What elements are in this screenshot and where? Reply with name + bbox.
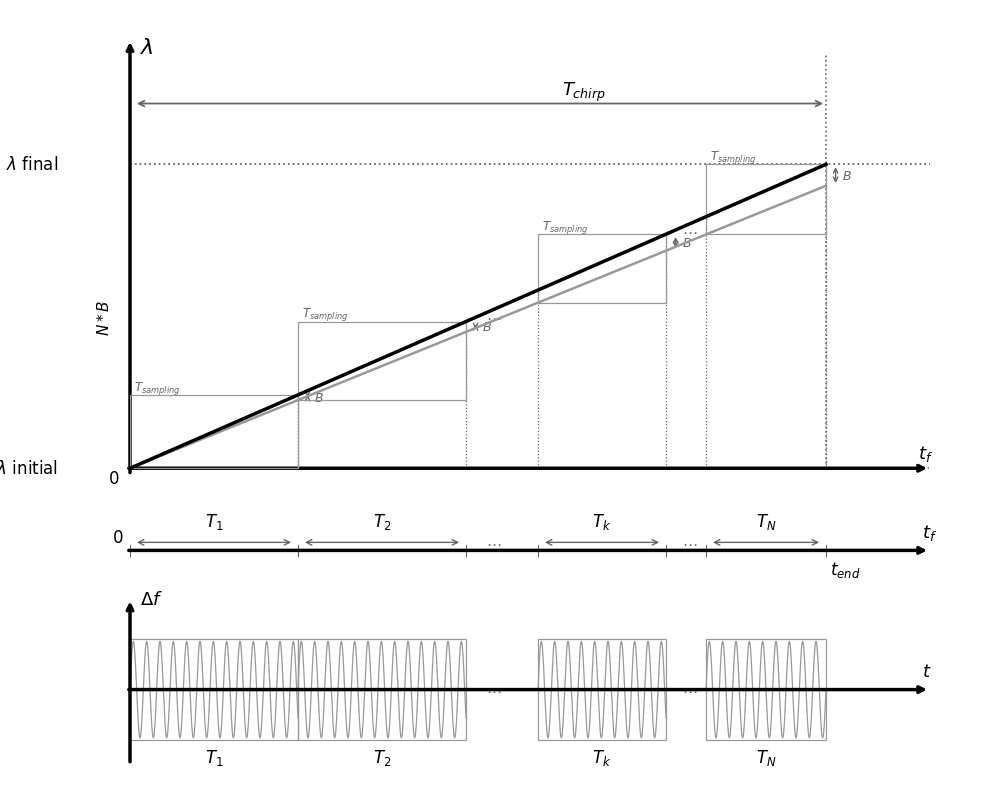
Bar — [706, 639, 826, 740]
Text: $\cdots$: $\cdots$ — [682, 683, 698, 697]
Bar — [130, 639, 298, 740]
Text: $\lambda$ final: $\lambda$ final — [6, 156, 58, 174]
Bar — [706, 165, 826, 235]
Text: $B$: $B$ — [482, 321, 492, 334]
Bar — [538, 639, 666, 740]
Text: $t_{end}$: $t_{end}$ — [830, 560, 860, 580]
Text: 0: 0 — [113, 529, 123, 547]
Text: $\Delta f$: $\Delta f$ — [140, 590, 163, 608]
Text: $\cdots$: $\cdots$ — [486, 683, 502, 697]
Text: $t_f$: $t_f$ — [918, 443, 933, 463]
Text: $T_{sampling}$: $T_{sampling}$ — [134, 379, 180, 396]
Text: $\cdots$: $\cdots$ — [682, 535, 698, 550]
Text: $T_{sampling}$: $T_{sampling}$ — [710, 149, 756, 166]
Text: $B$: $B$ — [314, 391, 324, 404]
Bar — [538, 235, 666, 303]
Text: $T_N$: $T_N$ — [756, 747, 776, 767]
Text: $T_{chirp}$: $T_{chirp}$ — [562, 80, 606, 103]
Text: $T_{sampling}$: $T_{sampling}$ — [542, 219, 588, 236]
Text: $\cdots$: $\cdots$ — [486, 535, 502, 550]
Text: $t$: $t$ — [922, 662, 932, 680]
Bar — [298, 322, 466, 400]
Text: $N*B$: $N*B$ — [96, 298, 112, 335]
Text: $T_1$: $T_1$ — [205, 512, 223, 532]
Text: $\cdots$: $\cdots$ — [486, 310, 502, 325]
Text: $t_f$: $t_f$ — [922, 522, 937, 542]
Text: $\cdots$: $\cdots$ — [682, 224, 698, 239]
Text: $T_2$: $T_2$ — [373, 512, 391, 532]
Text: $\lambda$: $\lambda$ — [140, 38, 153, 59]
Text: $B$: $B$ — [682, 237, 692, 249]
Bar — [298, 639, 466, 740]
Text: $T_k$: $T_k$ — [592, 512, 612, 532]
Text: 0: 0 — [109, 469, 119, 487]
Text: $T_2$: $T_2$ — [373, 747, 391, 767]
Bar — [130, 395, 298, 468]
Text: $T_{sampling}$: $T_{sampling}$ — [302, 306, 348, 323]
Text: $T_1$: $T_1$ — [205, 747, 223, 767]
Text: $B$: $B$ — [842, 169, 852, 182]
Text: $T_k$: $T_k$ — [592, 747, 612, 767]
Text: $T_N$: $T_N$ — [756, 512, 776, 532]
Text: $\lambda$ initial: $\lambda$ initial — [0, 460, 58, 478]
